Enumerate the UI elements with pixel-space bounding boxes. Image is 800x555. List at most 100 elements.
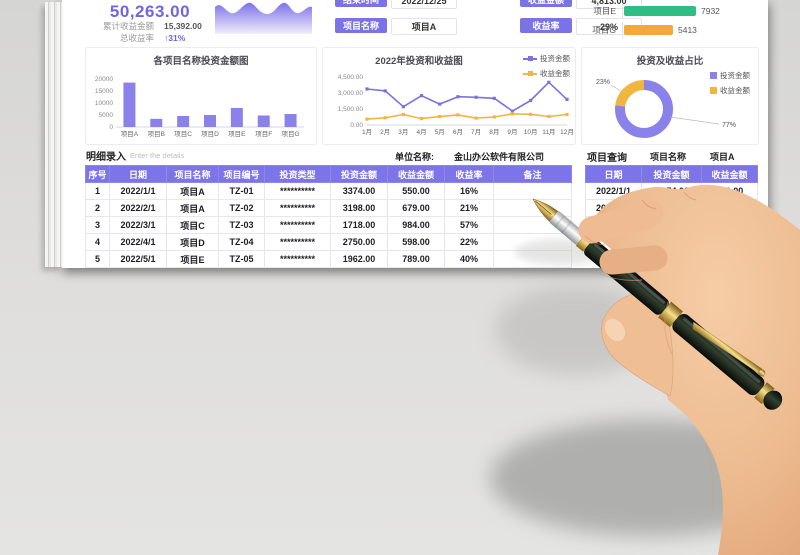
table-cell[interactable]: 2022/8/1 [585, 216, 642, 234]
query-panel-title: 项目查询 [587, 153, 627, 164]
income-amount-cell[interactable]: 4,813.00 [576, 0, 642, 9]
table-cell[interactable] [641, 216, 702, 234]
table-cell[interactable]: 21% [444, 199, 494, 217]
pen-tail [763, 390, 783, 410]
svg-text:项目C: 项目C [174, 130, 192, 138]
column-header: 收益金额 [701, 165, 758, 183]
table-cell[interactable]: 789.00 [387, 250, 445, 268]
unit-name-value[interactable]: 金山办公软件有限公司 [454, 152, 545, 162]
table-cell[interactable] [493, 182, 572, 200]
ranking-value: 7932 [701, 6, 720, 16]
table-cell[interactable]: 3374.00 [330, 182, 388, 200]
table-cell[interactable] [493, 250, 572, 268]
table-row: 5 2022/5/1 项目E TZ-05 ********** 1962.00 789.00… [85, 250, 572, 268]
table-cell[interactable]: 2022/2/1 [585, 199, 642, 217]
svg-text:0: 0 [109, 124, 113, 131]
table-cell[interactable]: 1962.00 [330, 250, 388, 268]
ranking-label: 项目E [593, 6, 616, 16]
table-cell[interactable]: 679.00 [387, 199, 445, 217]
svg-text:6月: 6月 [453, 128, 463, 136]
table-cell[interactable]: ********** [264, 250, 331, 268]
table-cell[interactable]: 5 [85, 250, 110, 268]
end-date-cell[interactable]: 2022/12/25 [391, 0, 457, 9]
ranking-track [622, 3, 696, 19]
ranking-label: 项目G [592, 25, 616, 35]
table-cell[interactable]: TZ-03 [218, 216, 265, 234]
table-cell[interactable]: 3,374.00 [641, 182, 702, 200]
svg-text:4月: 4月 [416, 128, 426, 136]
table-cell[interactable] [493, 199, 572, 217]
svg-text:5月: 5月 [435, 128, 445, 136]
table-cell[interactable]: 3,198.00 [641, 199, 702, 217]
table-cell[interactable]: ********** [264, 233, 331, 251]
stat-label: 累计收益金额 [102, 20, 154, 31]
table-cell[interactable]: 4 [85, 233, 110, 251]
table-cell[interactable]: 679.00 [701, 199, 758, 217]
table-header-row: 序号 日期 项目名称 项目编号 投资类型 投资金额 收益金额 收益率 备注 [85, 165, 572, 183]
legend-item: 投资金额 [523, 53, 570, 64]
column-header: 日期 [109, 165, 167, 183]
table-cell[interactable]: 2 [85, 199, 110, 217]
table-cell[interactable]: 1718.00 [330, 216, 388, 234]
table-cell[interactable]: 57% [444, 216, 494, 234]
table-cell[interactable]: 3198.00 [330, 199, 388, 217]
table-cell[interactable] [493, 216, 572, 234]
table-cell[interactable]: 2022/4/1 [109, 233, 167, 251]
table-row: 2 2022/2/1 项目A TZ-02 ********** 3198.00 679.00… [85, 199, 572, 217]
table-cell[interactable]: TZ-02 [218, 199, 265, 217]
svg-text:23%: 23% [596, 79, 610, 86]
table-cell[interactable] [701, 216, 758, 234]
table-cell[interactable]: 598.00 [387, 233, 445, 251]
table-cell[interactable]: 22% [444, 233, 494, 251]
table-cell[interactable]: 项目A [166, 182, 219, 200]
pen-clip [692, 321, 764, 378]
table-cell[interactable]: ********** [264, 199, 331, 217]
table-cell[interactable]: TZ-01 [218, 182, 265, 200]
table-cell[interactable]: 2022/5/1 [109, 250, 167, 268]
column-header: 投资金额 [641, 165, 702, 183]
svg-text:5000: 5000 [99, 112, 114, 119]
table-cell[interactable]: 1 [85, 182, 110, 200]
table-cell[interactable]: ********** [264, 216, 331, 234]
entry-placeholder[interactable]: Enter the details [130, 151, 185, 160]
donut-chart-title: 投资及收益占比 [636, 56, 704, 67]
table-cell[interactable]: 3 [85, 216, 110, 234]
thumb [601, 291, 674, 397]
donut-chart-legend: 投资金额 收益金额 [710, 70, 750, 96]
bar-chart-title: 各项目名称投资金额图 [153, 56, 249, 67]
table-cell[interactable]: 2750.00 [330, 233, 388, 251]
table-cell[interactable]: ********** [264, 182, 331, 200]
ranking-track [622, 22, 673, 38]
table-cell[interactable]: 项目E [166, 250, 219, 268]
column-header: 投资类型 [264, 165, 331, 183]
query-field-value[interactable]: 项目A [710, 152, 735, 162]
ranking-bar [624, 6, 696, 16]
table-cell[interactable]: 项目C [166, 216, 219, 234]
detail-entry-table: 序号 日期 项目名称 项目编号 投资类型 投资金额 收益金额 收益率 备注 1 2022/1/1 项目… [85, 165, 572, 268]
end-date-label: 结束时间 [335, 0, 387, 7]
thumbnail [604, 318, 626, 342]
table-cell[interactable]: 550.00 [701, 182, 758, 200]
table-cell[interactable] [493, 233, 572, 251]
table-cell[interactable]: 550.00 [387, 182, 445, 200]
table-cell[interactable]: 项目A [166, 199, 219, 217]
svg-text:项目G: 项目G [282, 130, 300, 138]
stat-row-total-yield: 总收益率 ↑31% [82, 32, 232, 43]
table-cell[interactable]: 16% [444, 182, 494, 200]
total-investment-value: 50,263.00 [109, 2, 191, 21]
table-cell[interactable]: 2022/2/1 [109, 199, 167, 217]
table-cell[interactable]: 984.00 [387, 216, 445, 234]
ranking-row: 项目E 7932 [582, 3, 762, 19]
table-cell[interactable]: 2022/1/1 [585, 182, 642, 200]
table-cell[interactable]: TZ-05 [218, 250, 265, 268]
table-cell[interactable]: TZ-04 [218, 233, 265, 251]
query-card-row-2: 项目名称 项目A 收益率 29% [335, 18, 642, 35]
table-cell[interactable]: 项目D [166, 233, 219, 251]
project-name-cell[interactable]: 项目A [391, 18, 457, 35]
svg-text:项目A: 项目A [121, 130, 139, 138]
table-row: 3 2022/3/1 项目C TZ-03 ********** 1718.00 984.00… [85, 216, 572, 234]
table-cell[interactable]: 2022/3/1 [109, 216, 167, 234]
spreadsheet-sheet: 50,263.00 累计收益金额 15,392.00 总收益率 ↑31% 结束时… [45, 0, 768, 268]
table-cell[interactable]: 40% [444, 250, 494, 268]
table-cell[interactable]: 2022/1/1 [109, 182, 167, 200]
